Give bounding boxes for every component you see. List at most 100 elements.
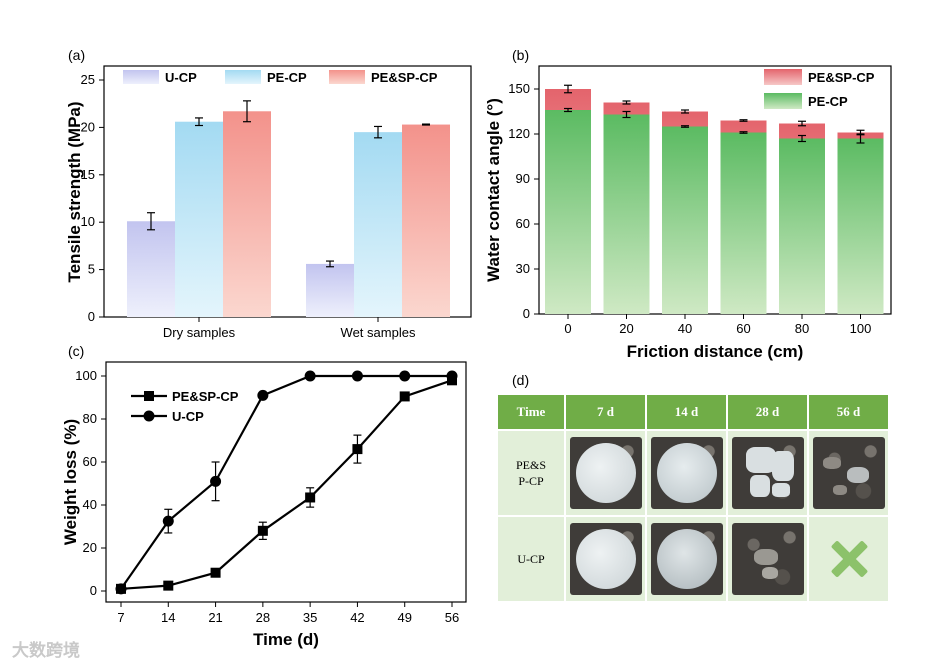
legend-label: PE-CP [808,94,848,109]
x-tick-label: 7 [117,610,124,625]
legend-label: PE&SP-CP [808,70,875,85]
data-point [351,370,363,382]
legend-swatch [123,70,159,84]
x-tick-label: 56 [445,610,459,625]
bar-u-cp [306,263,354,317]
y-tick-label: 0 [523,306,530,321]
x-tick-label: 20 [619,321,633,336]
panel-a-frame [103,65,472,318]
panel-a-legend: U-CP PE-CP PE&SP-CP [123,70,438,85]
bar-pe-cp [603,114,650,314]
y-tick-label: 30 [516,261,530,276]
x-tick-label: 42 [350,610,364,625]
x-tick-label: 21 [208,610,222,625]
bar-pe-cp [720,132,767,314]
panel-b-yticks: 0 30 60 90 120 150 [508,81,539,321]
bar-pe-cp [545,110,591,314]
y-tick-label: 20 [81,119,95,134]
photo-cell-missing [809,516,888,601]
x-category-label: Dry samples [163,325,236,340]
panel-b-legend: PE&SP-CP PE-CP [764,69,875,109]
panel-c-legend: PE&SP-CP U-CP [131,389,239,424]
x-tick-label: 0 [564,321,571,336]
panel-a-label: (a) [68,47,85,63]
panel-b-xlabel: Friction distance (cm) [627,342,804,361]
panel-c-ylabel: Weight loss (%) [61,419,80,545]
y-tick-label: 60 [83,454,97,469]
panel-c-xticks: 7 14 21 28 35 42 49 56 [117,602,459,625]
y-tick-label: 0 [88,309,95,324]
y-tick-label: 15 [81,167,95,182]
y-tick-label: 40 [83,497,97,512]
panel-c-frame [105,361,467,603]
header-56d: 56 d [809,395,888,429]
data-point [257,389,269,401]
header-7d: 7 d [566,395,645,429]
y-tick-label: 150 [508,81,530,96]
photo-cell [647,430,726,515]
y-tick-label: 120 [508,126,530,141]
data-point [162,515,174,527]
sample-photo [569,436,642,509]
bar-pe-cp [837,138,884,314]
photo-cell [566,516,645,601]
data-point [304,370,316,382]
legend-swatch [329,70,365,84]
row-label-line2: P-CP [518,473,544,488]
legend-label: U-CP [165,70,197,85]
y-tick-label: 0 [90,583,97,598]
series-line-pe&sp-cp [120,379,453,590]
panel-b-label: (b) [512,47,529,63]
data-point [210,567,221,578]
panel-a-xcats: Dry samples Wet samples [163,317,416,340]
panel-a-ylabel: Tensile strength (MPa) [65,101,84,282]
x-tick-label: 28 [256,610,270,625]
data-point [210,475,222,487]
bar-pe-cp [662,126,708,314]
sample-photo [650,436,723,509]
data-point [352,444,363,455]
photo-cell [728,430,807,515]
data-point [163,580,174,591]
photo-cell [728,516,807,601]
panel-b-xticks: 0 20 40 60 80 100 [564,314,871,336]
panel-d-label: (d) [512,372,529,388]
x-tick-label: 35 [303,610,317,625]
table-header-row: Time 7 d 14 d 28 d 56 d [498,395,888,429]
x-tick-label: 49 [397,610,411,625]
row-label-u-cp: U-CP [498,516,564,601]
bar-pe&sp-cp [223,111,271,317]
x-tick-label: 100 [850,321,872,336]
data-point [257,525,268,536]
panel-b-bars [545,84,884,314]
panel-c-xlabel: Time (d) [253,630,319,649]
x-tick-label: 40 [678,321,692,336]
sample-photo [569,522,642,595]
legend-marker [143,410,155,422]
x-tick-label: 14 [161,610,175,625]
x-category-label: Wet samples [341,325,416,340]
y-tick-label: 10 [81,214,95,229]
y-tick-label: 100 [75,368,97,383]
legend-label: PE-CP [267,70,307,85]
series-line-u-cp [120,374,452,590]
legend-swatch [764,69,802,85]
panel-b-frame [538,65,892,315]
legend-label: PE&SP-CP [371,70,438,85]
photo-cell [647,516,726,601]
y-tick-label: 5 [88,262,95,277]
panel-b-ylabel: Water contact angle (°) [484,98,503,282]
data-point [115,583,127,595]
panel-a-bars [127,100,450,317]
y-tick-label: 25 [81,72,95,87]
row-label-pe-sp-cp: PE&S P-CP [498,430,564,515]
y-tick-label: 90 [516,171,530,186]
data-point [305,492,316,503]
sample-photo [812,436,885,509]
panel-c-label: (c) [68,343,84,359]
legend-swatch [225,70,261,84]
legend-label: PE&SP-CP [172,389,239,404]
cross-icon [829,539,869,579]
watermark: 大数跨境 [12,641,80,660]
